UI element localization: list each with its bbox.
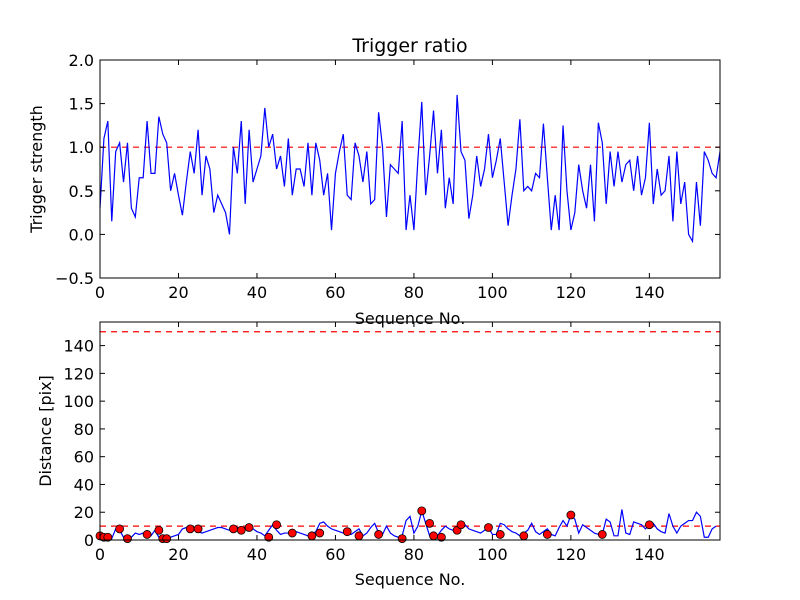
x-tick-label: 100 bbox=[477, 545, 508, 564]
x-tick-label: 60 bbox=[325, 545, 345, 564]
triggered-point bbox=[103, 532, 113, 542]
triggered-point bbox=[123, 534, 132, 544]
y-tick-label: 2.0 bbox=[69, 51, 94, 70]
distance-ticks: 0 20 40 60 80 100 120 140 0 20 40 60 80 100 120 140 bbox=[63, 322, 720, 564]
triggered-point bbox=[417, 506, 427, 516]
distance-axes-frame bbox=[99, 321, 721, 541]
y-tick-label: 100 bbox=[63, 392, 94, 411]
triggered-point bbox=[425, 518, 435, 528]
triggered-point bbox=[229, 524, 238, 534]
triggered-point bbox=[519, 531, 529, 541]
x-tick-label: 20 bbox=[168, 283, 188, 302]
y-tick-label: 120 bbox=[63, 364, 94, 383]
trigger-plot-area bbox=[99, 94, 721, 244]
x-tick-label: 80 bbox=[404, 283, 424, 302]
triggered-point bbox=[456, 520, 466, 530]
triggered-point bbox=[484, 523, 493, 532]
x-tick-label: 120 bbox=[556, 283, 587, 302]
triggered-point bbox=[315, 528, 325, 538]
x-tick-label: 20 bbox=[168, 545, 188, 564]
distance-line bbox=[99, 508, 717, 540]
y-tick-label: 0 bbox=[84, 531, 94, 550]
triggered-point bbox=[115, 524, 125, 534]
triggered-point bbox=[142, 530, 152, 539]
y-tick-label: 80 bbox=[74, 420, 94, 439]
y-tick-label: 40 bbox=[74, 475, 94, 494]
trigger-axes-frame bbox=[99, 59, 721, 279]
x-tick-label: 140 bbox=[634, 283, 665, 302]
x-tick-label: 0 bbox=[95, 283, 105, 302]
triggered-point bbox=[154, 525, 164, 535]
triggered-point bbox=[244, 523, 254, 532]
x-tick-label: 140 bbox=[634, 545, 665, 564]
distance-chart: 0 20 40 60 80 100 120 140 0 20 40 60 80 100 120 140 Seq… bbox=[36, 321, 721, 589]
y-axis-label: Distance [pix] bbox=[36, 375, 55, 487]
x-tick-label: 40 bbox=[247, 283, 267, 302]
y-tick-label: 1.5 bbox=[69, 95, 94, 114]
triggered-point bbox=[374, 530, 384, 539]
triggered-point bbox=[162, 534, 172, 544]
triggered-point bbox=[236, 525, 246, 535]
x-tick-label: 40 bbox=[247, 545, 267, 564]
triggered-point bbox=[542, 530, 552, 539]
y-tick-label: 0.0 bbox=[69, 225, 94, 244]
triggered-point bbox=[307, 531, 317, 541]
triggered-point bbox=[287, 528, 297, 538]
y-tick-label: 60 bbox=[74, 448, 94, 467]
x-tick-label: 100 bbox=[477, 283, 508, 302]
triggered-point bbox=[264, 532, 274, 542]
chart-title: Trigger ratio bbox=[351, 35, 467, 57]
x-tick-label: 80 bbox=[404, 545, 424, 564]
trigger-ratio-chart: Trigger ratio 0 20 40 60 80 100 120 140−0.50.00… bbox=[27, 35, 721, 328]
triggered-point bbox=[185, 524, 195, 534]
triggered-point bbox=[644, 520, 654, 530]
triggered-point bbox=[272, 520, 281, 530]
y-tick-label: 20 bbox=[74, 503, 94, 522]
triggered-point bbox=[193, 524, 203, 534]
triggered-point bbox=[397, 534, 407, 544]
triggered-point bbox=[342, 527, 352, 537]
x-tick-label: 60 bbox=[325, 283, 345, 302]
triggered-point bbox=[354, 531, 364, 541]
y-tick-label: 140 bbox=[63, 337, 94, 356]
triggered-point bbox=[436, 532, 446, 542]
y-axis-label: Trigger strength bbox=[27, 105, 46, 234]
x-axis-label: Sequence No. bbox=[355, 570, 466, 589]
x-axis-label: Sequence No. bbox=[355, 309, 466, 328]
y-tick-label: 1.0 bbox=[69, 138, 94, 157]
x-tick-label: 0 bbox=[95, 545, 105, 564]
triggered-point bbox=[597, 530, 607, 539]
x-tick-label: 120 bbox=[556, 545, 587, 564]
triggered-point bbox=[495, 530, 505, 539]
y-tick-label: 0.5 bbox=[69, 182, 94, 201]
trigger-strength-line bbox=[99, 94, 721, 244]
trigger-ticks: 0 20 40 60 80 100 120 140 −0.5 0.0 0.5 1.0 1.5 2.0 bbox=[55, 51, 720, 302]
triggered-point bbox=[566, 510, 576, 520]
triggered-point bbox=[429, 531, 438, 541]
y-tick-label: −0.5 bbox=[55, 269, 94, 288]
